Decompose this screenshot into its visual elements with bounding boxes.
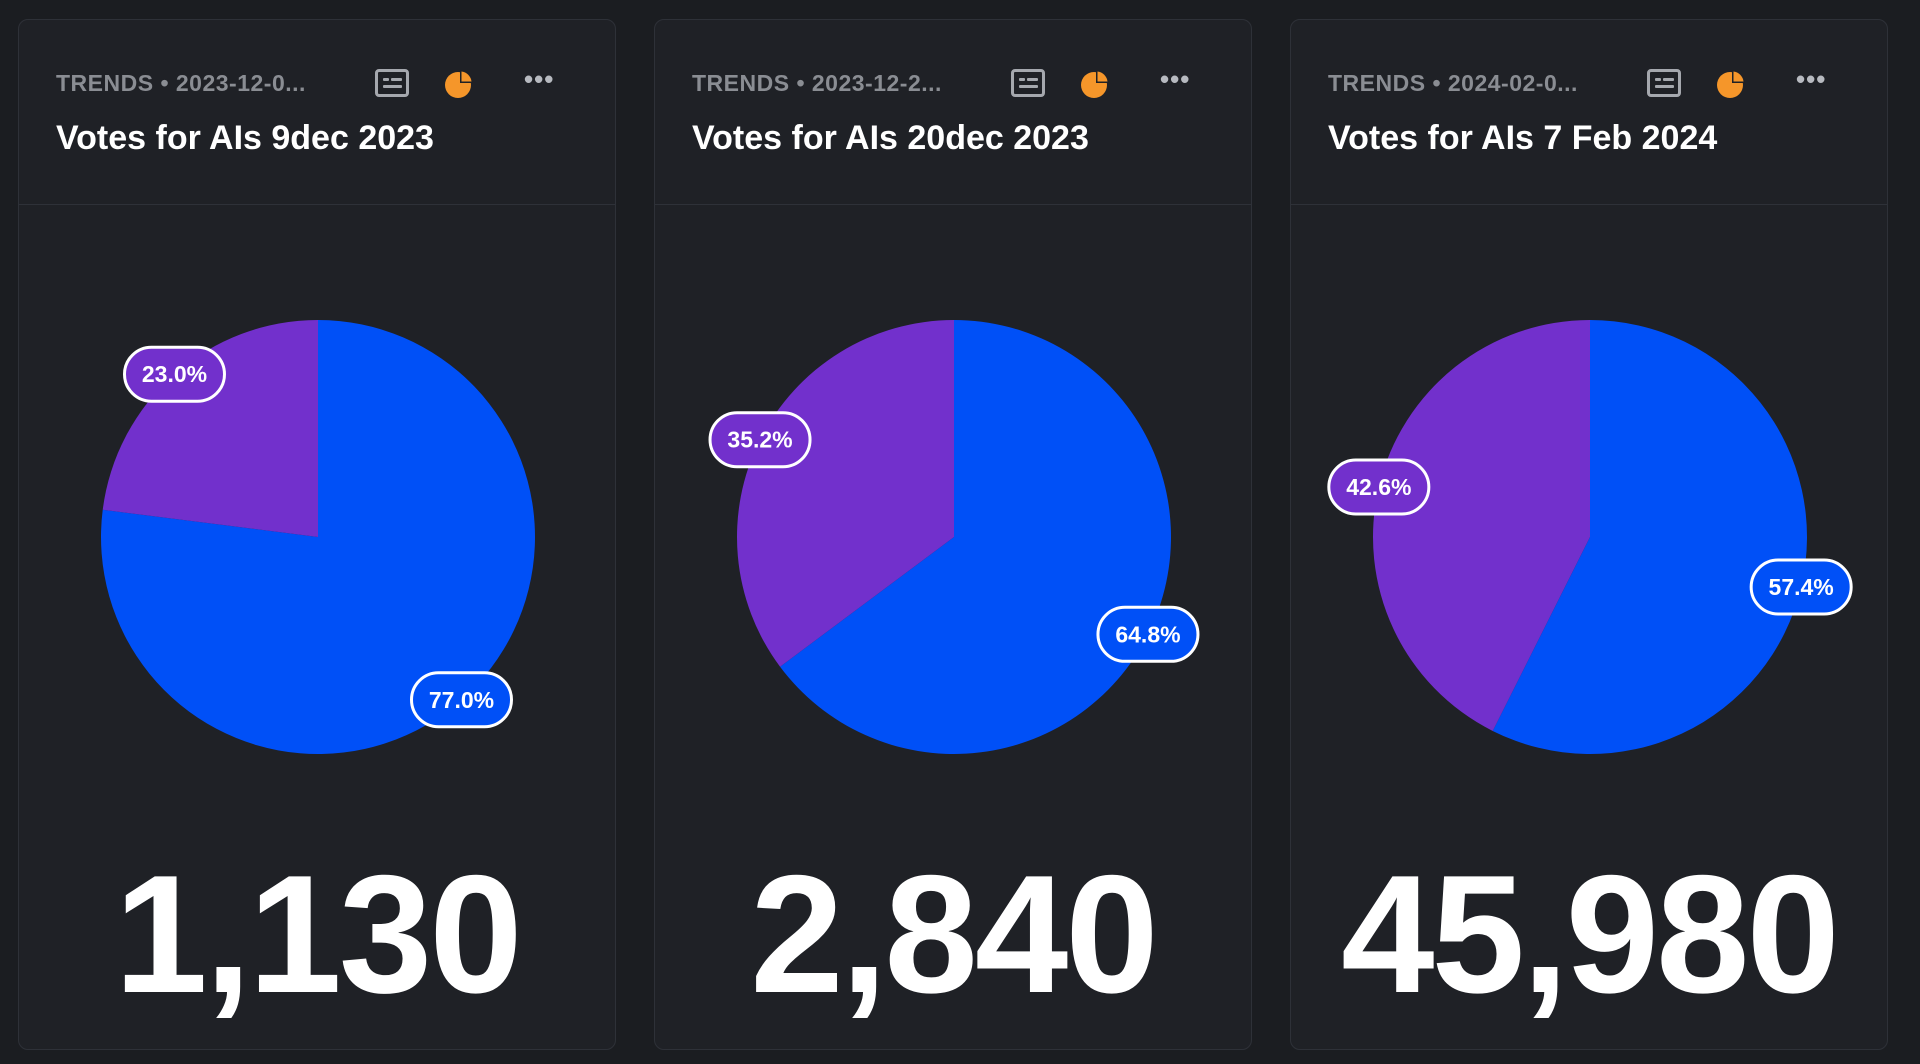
card-title[interactable]: Votes for AIs 9dec 2023 (56, 119, 434, 157)
pie-slice[interactable] (102, 320, 318, 537)
pie-slice[interactable] (1373, 320, 1590, 731)
slice-label-pill (1327, 458, 1431, 516)
slice-label-text: 64.8% (1115, 621, 1180, 647)
pie-slice[interactable] (737, 320, 954, 667)
card-header: TRENDS • 2023-12-2... ••• Votes for AIs … (655, 20, 1251, 205)
pie-chart-icon[interactable] (1079, 68, 1111, 100)
slice-label-pill (122, 345, 226, 403)
card-header: TRENDS • 2024-02-0... ••• Votes for AIs … (1291, 20, 1887, 205)
more-options-button[interactable]: ••• (1796, 64, 1827, 94)
slice-label-text: 35.2% (727, 427, 792, 453)
pie-chart: 77.0% 23.0% (100, 320, 535, 755)
list-icon[interactable] (1011, 69, 1045, 97)
card-title[interactable]: Votes for AIs 20dec 2023 (692, 119, 1089, 157)
pie-chart: 64.8% 35.2% (708, 320, 1200, 755)
slice-label: 42.6% (1327, 458, 1431, 516)
pie-chart-icon[interactable] (1715, 68, 1747, 100)
card-subtitle: TRENDS • 2023-12-2... (692, 70, 942, 96)
pie-chart: 57.4% 42.6% (1327, 320, 1853, 754)
list-icon[interactable] (375, 69, 409, 97)
card-header: TRENDS • 2023-12-0... ••• Votes for AIs … (19, 20, 615, 205)
slice-label-pill (410, 671, 514, 729)
total-value: 2,840 (750, 840, 1158, 1028)
slice-label: 64.8% (1096, 605, 1200, 663)
slice-label-pill (1749, 558, 1853, 616)
card-subtitle: TRENDS • 2023-12-0... (56, 70, 306, 96)
more-options-button[interactable]: ••• (1160, 64, 1191, 94)
slice-label: 35.2% (708, 411, 812, 469)
list-icon[interactable] (1647, 69, 1681, 97)
total-value: 1,130 (114, 840, 522, 1028)
insight-card: TRENDS • 2024-02-0... ••• Votes for AIs … (1290, 19, 1888, 1050)
pie-chart-icon[interactable] (443, 68, 475, 100)
more-options-button[interactable]: ••• (524, 64, 555, 94)
insight-card: TRENDS • 2023-12-0... ••• Votes for AIs … (18, 19, 616, 1050)
card-subtitle: TRENDS • 2024-02-0... (1328, 70, 1578, 96)
insight-card: TRENDS • 2023-12-2... ••• Votes for AIs … (654, 19, 1252, 1050)
slice-label-text: 23.0% (142, 361, 207, 387)
slice-label: 23.0% (122, 345, 226, 403)
slice-label-text: 77.0% (429, 687, 494, 713)
slice-label: 77.0% (410, 671, 514, 729)
pie-slice[interactable] (100, 320, 535, 755)
slice-label-pill (1096, 605, 1200, 663)
slice-label-text: 57.4% (1769, 574, 1834, 600)
slice-label: 57.4% (1749, 558, 1853, 616)
pie-slice[interactable] (780, 320, 1171, 755)
card-title[interactable]: Votes for AIs 7 Feb 2024 (1328, 119, 1718, 157)
slice-label-text: 42.6% (1346, 474, 1411, 500)
total-value: 45,980 (1341, 840, 1840, 1028)
slice-label-pill (708, 411, 812, 469)
pie-slice[interactable] (1492, 320, 1808, 754)
